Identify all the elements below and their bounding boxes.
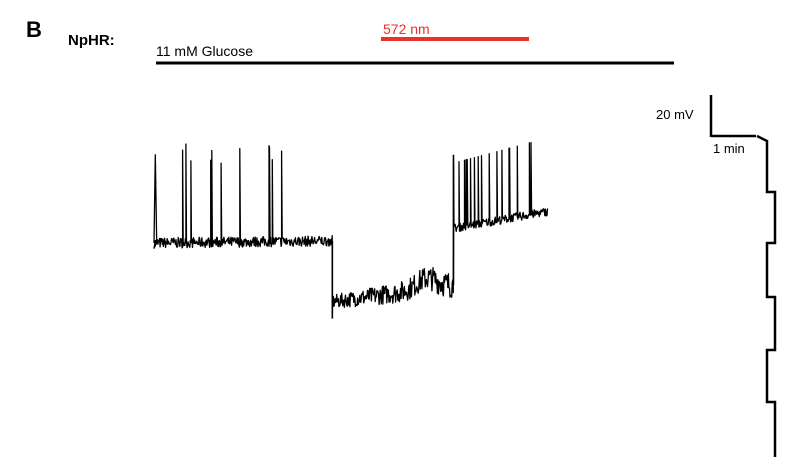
scale-bar-time-label: 1 min	[713, 141, 745, 156]
panel-letter: B	[26, 17, 42, 42]
scale-bar-voltage-label: 20 mV	[656, 107, 694, 122]
edge-trace-line	[756, 134, 777, 457]
construct-label: NpHR:	[68, 32, 115, 49]
light-stimulus-label: 572 nm	[383, 21, 430, 37]
scale-bar: 20 mV 1 min	[656, 95, 756, 156]
trace-line	[153, 141, 549, 308]
glucose-label: 11 mM Glucose	[156, 43, 253, 59]
membrane-potential-trace	[153, 141, 549, 319]
cropped-adjacent-trace	[756, 134, 777, 457]
